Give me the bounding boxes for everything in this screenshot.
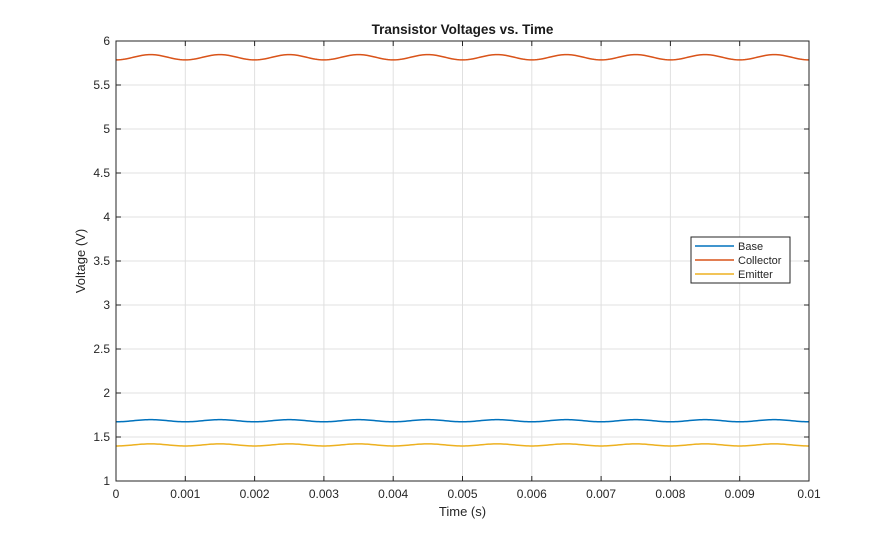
y-tick-label: 4 <box>103 210 110 224</box>
series-line-emitter <box>115 443 810 447</box>
y-tick-label: 3.5 <box>93 254 110 268</box>
series-lines <box>115 53 810 447</box>
x-tick-label: 0 <box>113 487 120 501</box>
x-tick-label: 0.008 <box>655 487 685 501</box>
y-tick-label: 2 <box>103 386 110 400</box>
series-line-base <box>115 418 810 423</box>
legend-label-emitter: Emitter <box>738 269 773 281</box>
y-tick-label: 3 <box>103 298 110 312</box>
x-tick-label: 0.002 <box>240 487 270 501</box>
y-tick-label: 4.5 <box>93 166 110 180</box>
legend-label-collector: Collector <box>738 255 782 267</box>
x-tick-label: 0.01 <box>797 487 821 501</box>
legend-label-base: Base <box>738 241 763 253</box>
x-tick-label: 0.006 <box>517 487 547 501</box>
y-axis-label: Voltage (V) <box>73 229 88 293</box>
series-line-collector <box>115 53 810 61</box>
y-tick-label: 1 <box>103 474 110 488</box>
y-tick-label: 6 <box>103 34 110 48</box>
x-axis-label: Time (s) <box>439 504 486 519</box>
x-tick-label: 0.003 <box>309 487 339 501</box>
y-tick-label: 1.5 <box>93 430 110 444</box>
axis-ticks: 0 0.001 0.002 0.003 0.004 0.005 0.006 0.007 0.00… <box>93 34 821 501</box>
x-tick-label: 0.001 <box>170 487 200 501</box>
chart-title: Transistor Voltages vs. Time <box>372 22 554 37</box>
x-tick-label: 0.004 <box>378 487 408 501</box>
y-tick-label: 2.5 <box>93 342 110 356</box>
x-tick-label: 0.005 <box>447 487 477 501</box>
y-tick-label: 5 <box>103 122 110 136</box>
y-tick-label: 5.5 <box>93 78 110 92</box>
x-tick-label: 0.009 <box>725 487 755 501</box>
legend: Base Collector Emitter <box>690 236 791 284</box>
x-tick-label: 0.007 <box>586 487 616 501</box>
